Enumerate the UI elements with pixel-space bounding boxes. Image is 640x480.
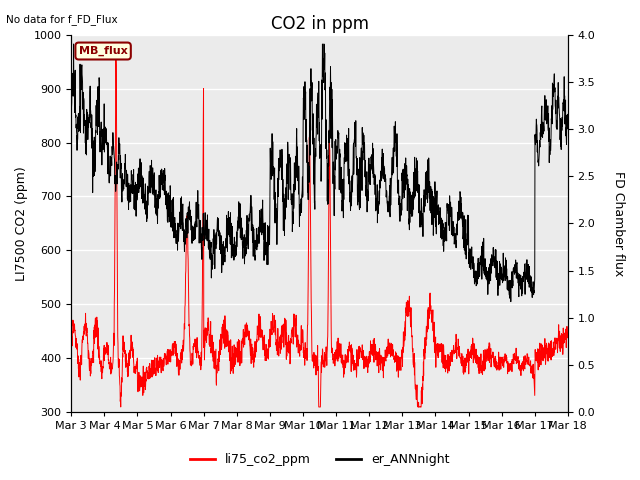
- Y-axis label: FD Chamber flux: FD Chamber flux: [612, 171, 625, 276]
- Text: No data for f_FD_Flux: No data for f_FD_Flux: [6, 14, 118, 25]
- Legend: li75_co2_ppm, er_ANNnight: li75_co2_ppm, er_ANNnight: [186, 448, 454, 471]
- Text: MB_flux: MB_flux: [79, 46, 127, 56]
- Y-axis label: LI7500 CO2 (ppm): LI7500 CO2 (ppm): [15, 166, 28, 281]
- Title: CO2 in ppm: CO2 in ppm: [271, 15, 369, 33]
